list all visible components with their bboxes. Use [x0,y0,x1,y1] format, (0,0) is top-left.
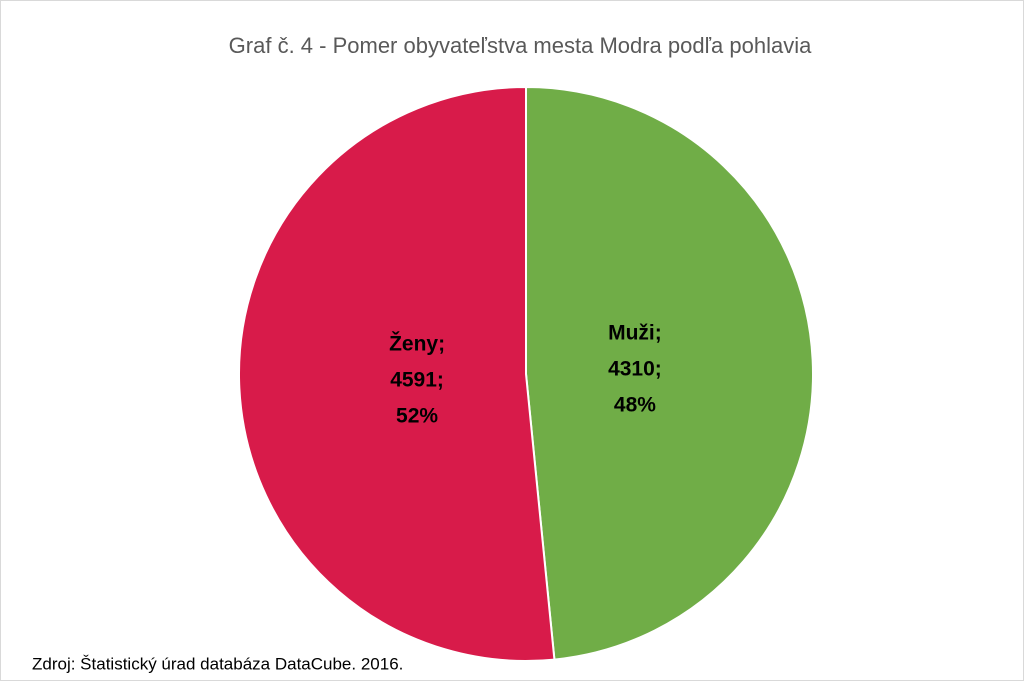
label-line: 4591; [390,368,444,391]
label-line: 4310; [608,357,662,380]
label-part: Ženy [389,331,438,355]
label-part: ; [438,332,445,355]
label-part: Muži [608,321,655,344]
percentage-label: 48% [614,393,656,416]
data-label: Muži; 4310; 48% [608,321,662,416]
label-part: ; [655,321,662,344]
label-line: Muži; [608,321,662,344]
label-part: ; [655,357,662,380]
source-note: Zdroj: Štatistický úrad databáza DataCub… [32,654,403,673]
label-part: ; [437,368,444,391]
percentage-label: 52% [396,404,438,427]
data-label: Ženy; 4591; 52% [389,331,445,427]
chart-title: Graf č. 4 - Pomer obyvateľstva mesta Mod… [229,33,812,58]
pie-slice [238,85,556,662]
label-part: 4591 [390,368,437,391]
pie-slice [525,85,815,661]
label-line: Ženy; [389,331,445,355]
label-part: 4310 [608,357,655,380]
